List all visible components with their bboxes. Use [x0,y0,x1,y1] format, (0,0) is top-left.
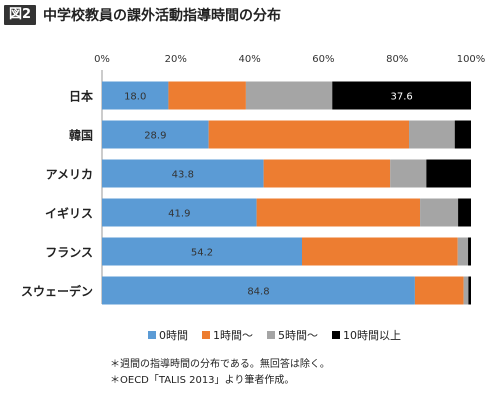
bar-segment [409,120,455,149]
bar-segment [390,159,427,188]
legend-swatch [267,331,275,339]
bar-segment [332,81,471,110]
category-label: フランス [45,246,93,260]
stacked-bar-chart: 0% 20% 40% 60% 80% 100% 日本 18.0 37.6 韓国 28.9 アメリカ 43… [21,54,486,305]
category-label: 日本 [69,89,93,104]
figure-number-badge: 図2 [4,5,37,25]
bar-segment [301,237,458,266]
legend-label: 5時間〜 [278,329,318,342]
legend-item: 10時間以上 [332,327,401,343]
category-label: アメリカ [46,168,93,182]
bar-segment [463,276,469,305]
legend-label: 1時間〜 [213,329,253,342]
legend-swatch [148,331,156,339]
footnote-line: ＊OECD「TALIS 2013」より筆者作成。 [110,375,295,386]
bar-segment [245,81,333,110]
data-label: 43.8 [172,170,194,181]
footnote-line: ＊週間の指導時間の分布である。無回答は除く。 [110,359,330,370]
x-tick-label: 0% [94,54,110,65]
category-label: 韓国 [69,128,93,143]
x-tick-label: 80% [386,54,408,65]
bar-segment [208,120,410,149]
data-label: 18.0 [124,92,146,103]
legend-item: 5時間〜 [267,327,318,343]
bar-segment [102,81,169,110]
x-tick-label: 40% [238,54,260,65]
bar-segment [458,198,471,227]
footnotes: ＊週間の指導時間の分布である。無回答は除く。 ＊OECD「TALIS 2013」よ… [110,357,330,389]
category-label: スウェーデン [21,284,93,299]
legend-item: 1時間〜 [202,327,253,343]
chart-title: 中学校教員の課外活動指導時間の分布 [43,8,282,24]
legend-label: 0時間 [159,329,188,342]
bar-segment [102,276,415,305]
bar-segment [256,198,421,227]
bar-segment [468,237,471,266]
bar-segment [102,120,209,149]
chart-legend: 0時間 1時間〜 5時間〜 10時間以上 [148,327,401,343]
legend-item: 0時間 [148,327,188,343]
bar-segment [420,198,459,227]
x-tick-label: 60% [312,54,334,65]
data-label: 54.2 [191,248,213,259]
data-label: 37.6 [390,92,412,103]
data-label: 28.9 [144,131,166,142]
bar-segment [102,198,257,227]
data-label: 41.9 [168,209,190,220]
bar-segment [457,237,469,266]
bar-segment [263,159,391,188]
x-tick-label: 20% [165,54,187,65]
legend-label: 10時間以上 [343,329,401,342]
figure-header: 図2 中学校教員の課外活動指導時間の分布 [4,4,281,26]
bar-segment [468,276,471,305]
bar-segment [168,81,246,110]
bar-segment [454,120,471,149]
legend-swatch [332,331,340,339]
legend-swatch [202,331,210,339]
bar-segment [426,159,471,188]
x-tick-label: 100% [457,54,486,65]
category-label: イギリス [45,206,93,221]
bar-segment [102,159,264,188]
data-label: 84.8 [247,287,269,298]
bar-segment [414,276,464,305]
bar-segment [102,237,302,266]
